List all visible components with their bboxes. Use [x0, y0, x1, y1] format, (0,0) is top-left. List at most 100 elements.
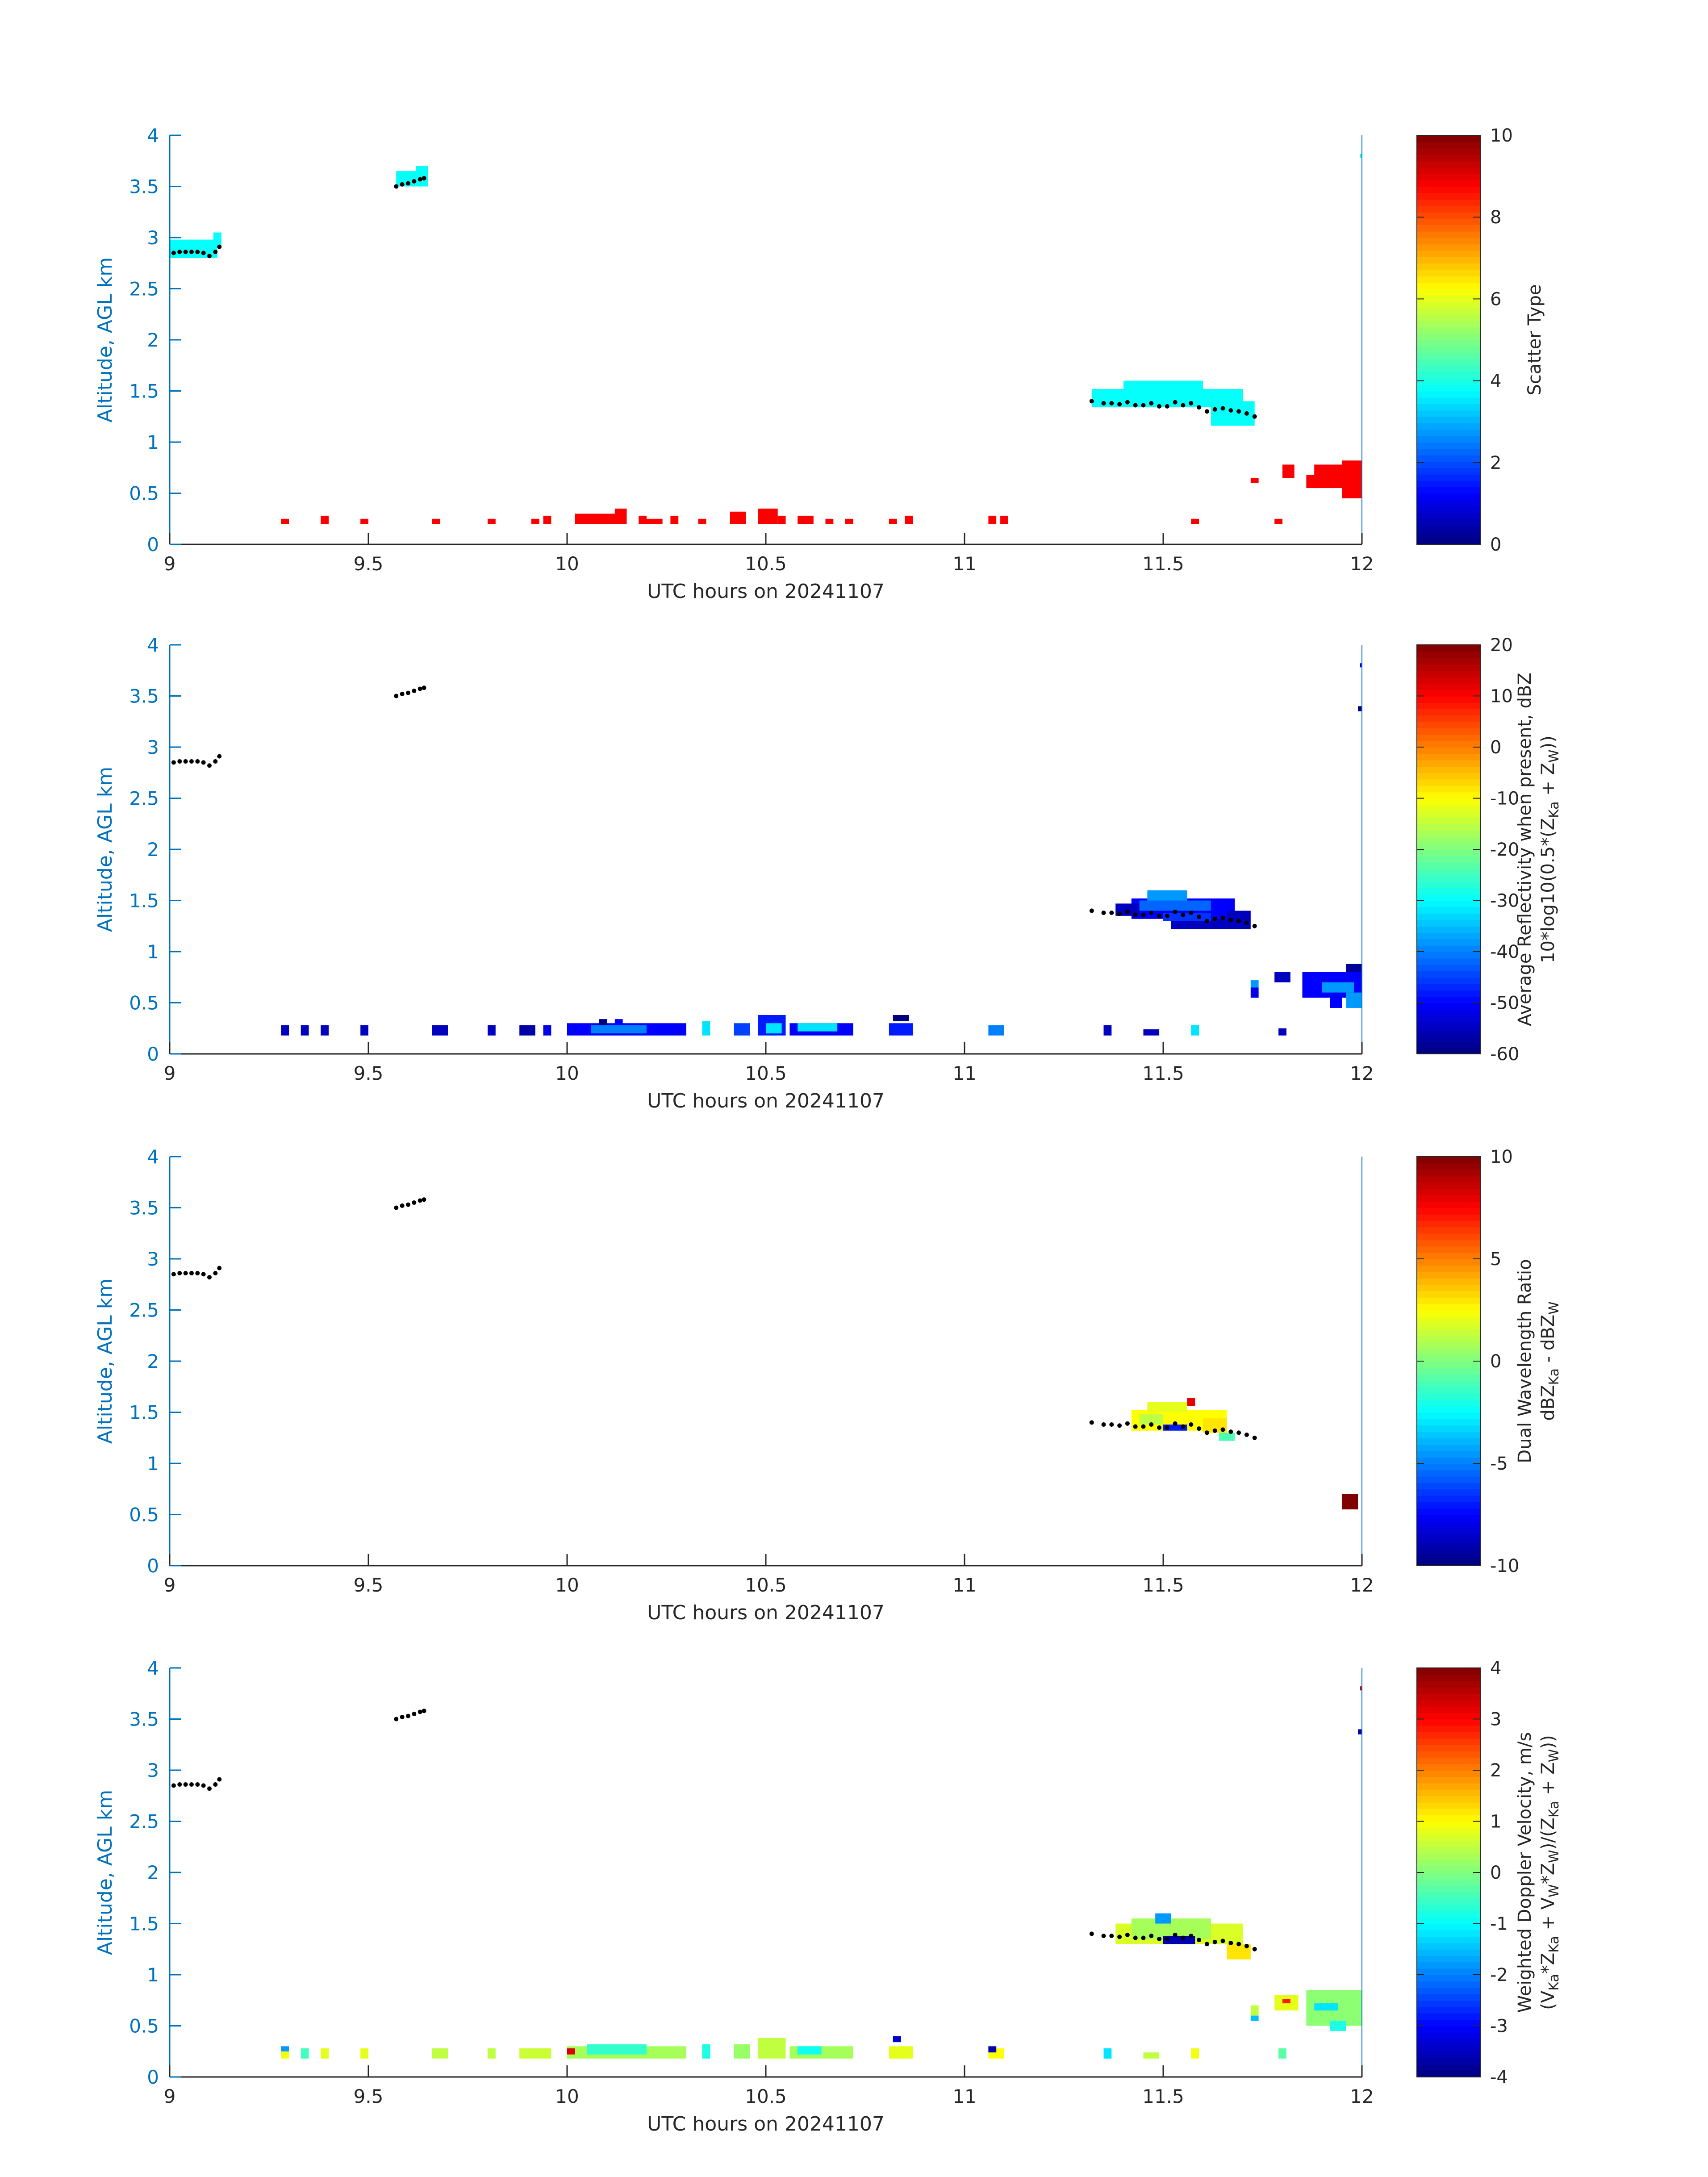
colorbar-swatch [1417, 435, 1480, 443]
colorbar-swatch [1417, 1265, 1480, 1272]
colorbar-swatch [1417, 506, 1480, 513]
colorbar-swatch [1417, 1335, 1480, 1343]
colorbar-swatch [1417, 785, 1480, 793]
heatmap-cell [360, 518, 368, 524]
cloud-base-point [1197, 405, 1202, 410]
cloud-base-point [1109, 1933, 1114, 1938]
colorbar-swatch [1417, 1891, 1480, 1899]
cloud-base-point [177, 250, 182, 255]
colorbar-swatch [1417, 1917, 1480, 1924]
heatmap-cell [1123, 380, 1203, 391]
cloud-base-point [1149, 1422, 1154, 1427]
colorbar-swatch [1417, 365, 1480, 372]
cloud-base-point [1236, 409, 1241, 414]
cloud-base-point [394, 1717, 399, 1722]
cloud-base-point [1197, 1938, 1202, 1943]
colorbar-tick-label: 4 [1490, 1658, 1501, 1679]
y-tick-label: 2.5 [129, 788, 159, 810]
colorbar-swatch [1417, 664, 1480, 671]
cloud-base-point [1252, 1435, 1257, 1440]
colorbar-swatch [1417, 538, 1480, 545]
y-tick-label: 1 [147, 431, 159, 453]
colorbar-swatch [1417, 990, 1480, 997]
x-tick-label: 10.5 [745, 1062, 787, 1084]
y-tick-label: 0.5 [129, 1504, 159, 1526]
cloud-base-point [1173, 1421, 1178, 1426]
cloud-base-point [1089, 1420, 1094, 1425]
heatmap-cell [432, 518, 440, 524]
colorbar-swatch [1417, 1527, 1480, 1534]
colorbar-swatch [1417, 683, 1480, 690]
x-tick-label: 9 [164, 1062, 176, 1084]
cloud-base-point [418, 1709, 422, 1714]
heatmap-cell [1330, 2021, 1346, 2031]
colorbar-swatch [1417, 288, 1480, 296]
colorbar-swatch [1417, 1201, 1480, 1208]
heatmap-cell [889, 518, 897, 524]
colorbar-swatch [1417, 1674, 1480, 1681]
y-tick-label: 0 [147, 2066, 159, 2088]
colorbar-swatch [1417, 442, 1480, 449]
y-tick-label: 3 [147, 1759, 159, 1781]
colorbar-swatch [1417, 308, 1480, 315]
colorbar-swatch [1417, 180, 1480, 187]
colorbar-swatch [1417, 773, 1480, 780]
heatmap-cell [1322, 982, 1354, 993]
x-tick-label: 11.5 [1142, 553, 1184, 575]
colorbar-swatch [1417, 448, 1480, 455]
cloud-base-point [1212, 916, 1217, 921]
colorbar-swatch [1417, 192, 1480, 200]
colorbar-swatch [1417, 148, 1480, 155]
cloud-base-point [171, 1272, 176, 1277]
colorbar-swatch [1417, 378, 1480, 385]
colorbar-swatch [1417, 2064, 1480, 2071]
heatmap-cell [647, 518, 663, 524]
heatmap-cell [758, 508, 778, 524]
heatmap-cell [1282, 464, 1295, 478]
colorbar-swatch [1417, 689, 1480, 697]
colorbar-tick-label: -10 [1490, 1556, 1519, 1576]
colorbar-swatch [1417, 645, 1480, 652]
colorbar-swatch [1417, 1936, 1480, 1943]
heatmap-cell [1103, 2048, 1112, 2059]
y-tick-label: 3.5 [129, 1197, 159, 1219]
colorbar-swatch [1417, 1559, 1480, 1566]
colorbar-swatch [1417, 384, 1480, 392]
colorbar-swatch [1417, 173, 1480, 181]
cloud-base-point [1157, 1936, 1162, 1941]
heatmap-cell [1147, 1402, 1187, 1412]
cloud-base-point [1236, 1942, 1241, 1947]
colorbar-swatch [1417, 1489, 1480, 1496]
y-tick-label: 4 [147, 125, 159, 146]
heatmap-cell [1163, 1935, 1195, 1944]
heatmap-cell [988, 2046, 997, 2053]
cloud-base-point [1149, 1933, 1154, 1938]
colorbar-swatch [1417, 1444, 1480, 1451]
colorbar-swatch [1417, 461, 1480, 468]
colorbar-swatch [1417, 728, 1480, 735]
colorbar-swatch [1417, 945, 1480, 952]
heatmap-cell [639, 515, 647, 524]
colorbar-tick-label: -50 [1490, 993, 1519, 1014]
heatmap-cell [1342, 460, 1362, 498]
colorbar-swatch [1417, 455, 1480, 462]
cloud-base-point [1189, 1422, 1194, 1427]
colorbar-swatch [1417, 295, 1480, 302]
heatmap-cell [1219, 1433, 1235, 1441]
colorbar-swatch [1417, 1700, 1480, 1707]
colorbar-swatch [1417, 2019, 1480, 2027]
colorbar-swatch [1417, 875, 1480, 882]
y-tick-label: 3.5 [129, 1709, 159, 1730]
colorbar-swatch [1417, 1015, 1480, 1023]
heatmap-cell [488, 518, 496, 524]
colorbar-swatch [1417, 1872, 1480, 1880]
colorbar-swatch [1417, 1182, 1480, 1189]
heatmap-cell [1250, 987, 1259, 998]
cloud-base-point [1165, 404, 1169, 409]
colorbar-swatch [1417, 1316, 1480, 1324]
colorbar-swatch [1417, 868, 1480, 876]
colorbar-swatch [1417, 715, 1480, 722]
colorbar-swatch [1417, 1495, 1480, 1502]
